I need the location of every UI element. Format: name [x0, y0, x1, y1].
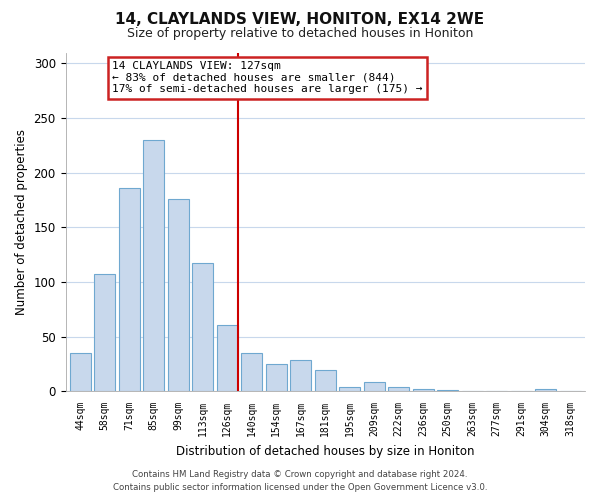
- Bar: [266, 364, 287, 391]
- X-axis label: Distribution of detached houses by size in Honiton: Distribution of detached houses by size …: [176, 444, 475, 458]
- Text: 14 CLAYLANDS VIEW: 127sqm
← 83% of detached houses are smaller (844)
17% of semi: 14 CLAYLANDS VIEW: 127sqm ← 83% of detac…: [112, 61, 423, 94]
- Bar: [94, 274, 115, 391]
- Y-axis label: Number of detached properties: Number of detached properties: [15, 129, 28, 315]
- Bar: [217, 324, 238, 391]
- Text: Contains HM Land Registry data © Crown copyright and database right 2024.
Contai: Contains HM Land Registry data © Crown c…: [113, 470, 487, 492]
- Bar: [168, 199, 188, 391]
- Text: 14, CLAYLANDS VIEW, HONITON, EX14 2WE: 14, CLAYLANDS VIEW, HONITON, EX14 2WE: [115, 12, 485, 28]
- Bar: [241, 353, 262, 391]
- Bar: [290, 360, 311, 391]
- Bar: [535, 389, 556, 391]
- Bar: [315, 370, 335, 391]
- Text: Size of property relative to detached houses in Honiton: Size of property relative to detached ho…: [127, 28, 473, 40]
- Bar: [70, 353, 91, 391]
- Bar: [364, 382, 385, 391]
- Bar: [413, 389, 434, 391]
- Bar: [340, 387, 360, 391]
- Bar: [143, 140, 164, 391]
- Bar: [388, 387, 409, 391]
- Bar: [437, 390, 458, 391]
- Bar: [193, 264, 213, 391]
- Bar: [119, 188, 140, 391]
